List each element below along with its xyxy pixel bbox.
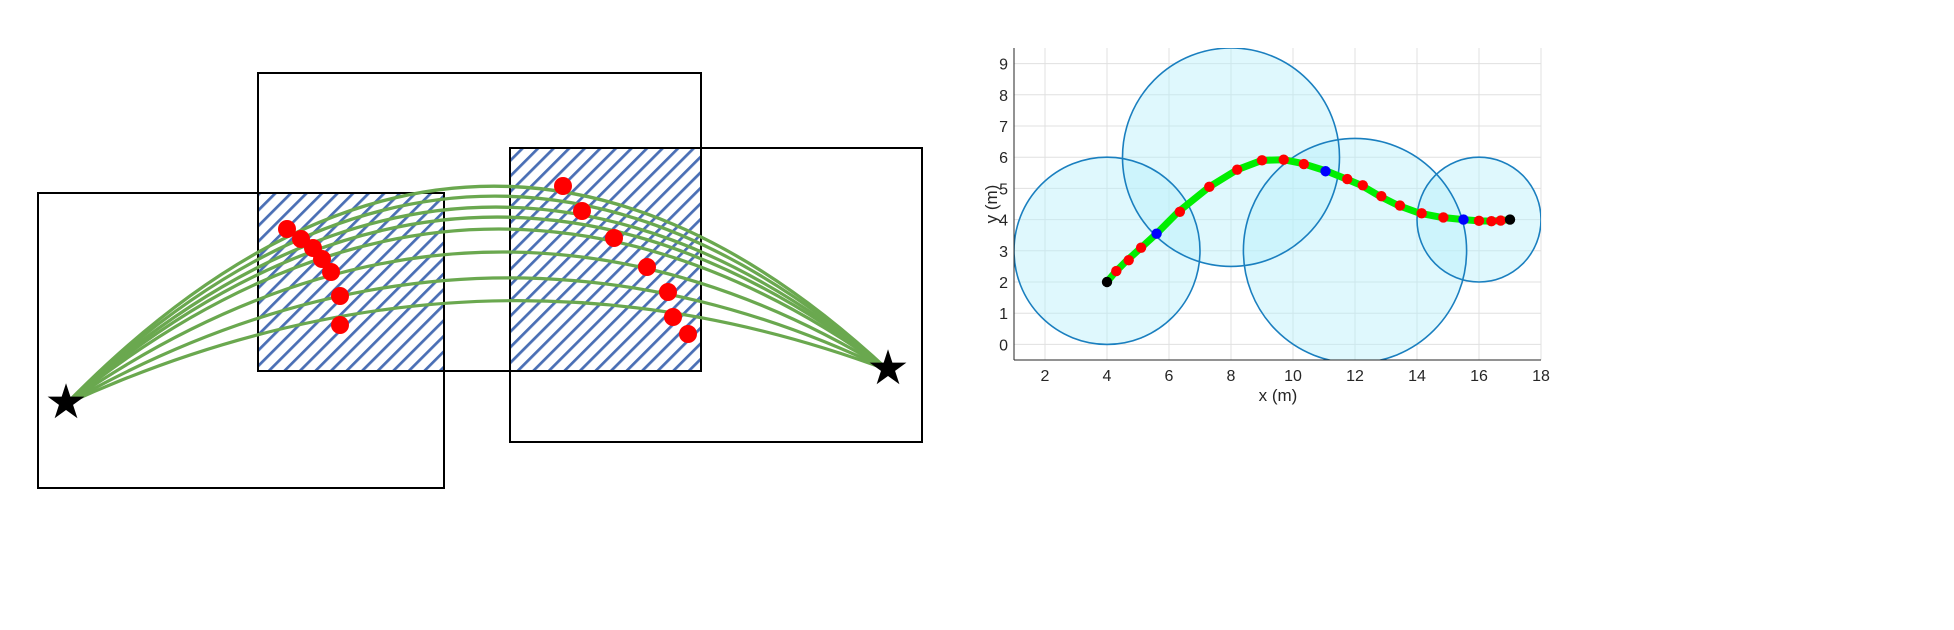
crossing-point [322, 263, 340, 281]
crossing-point [573, 202, 591, 220]
waypoint-marker [1204, 181, 1215, 193]
transition-marker [1458, 214, 1469, 225]
region-box-middle [257, 72, 702, 372]
waypoint-marker [1111, 265, 1122, 277]
crossing-point [278, 220, 296, 238]
y-tick-label: 9 [999, 57, 1008, 74]
crossing-point [659, 283, 677, 301]
x-tick-label: 10 [1284, 368, 1302, 385]
coverage-circle-outline [1014, 156, 1201, 346]
y-tick-label: 7 [999, 119, 1008, 136]
y-tick-label: 8 [999, 88, 1008, 105]
crossing-point [331, 287, 349, 305]
x-tick-label: 12 [1346, 368, 1364, 385]
coverage-circle-outline [1121, 48, 1341, 268]
waypoint-markers [1111, 154, 1506, 277]
crossing-point [638, 258, 656, 276]
coverage-circle-outlines [1014, 48, 1541, 360]
y-tick-label: 0 [999, 337, 1008, 354]
candidate-paths [64, 184, 890, 406]
waypoint-marker [1342, 173, 1353, 185]
crossing-point [554, 177, 572, 195]
crossing-point [605, 229, 623, 247]
y-tick-label: 6 [999, 150, 1008, 167]
waypoint-marker [1486, 215, 1497, 227]
waypoint-marker [1298, 158, 1310, 170]
x-tick-label: 6 [1165, 368, 1174, 385]
candidate-path [64, 205, 890, 406]
y-tick-label: 5 [999, 181, 1008, 198]
waypoint-marker [1495, 215, 1506, 226]
candidate-path [65, 250, 889, 406]
overlap-diagram: ★ ★ [37, 72, 923, 489]
candidate-path [65, 276, 889, 406]
y-tick-label: 2 [999, 275, 1008, 292]
crossing-point [679, 325, 697, 343]
transition-marker [1151, 228, 1162, 239]
x-tick-label: 4 [1103, 368, 1112, 385]
x-tick-labels: 2 4 6 8 10 12 14 16 18 [1041, 368, 1550, 385]
y-axis-label: y (m) [982, 185, 1001, 224]
waypoint-marker [1278, 154, 1289, 165]
crossing-points [278, 177, 697, 343]
waypoint-marker [1416, 208, 1427, 219]
coverage-circle-outline [1416, 156, 1541, 283]
transition-markers [1151, 166, 1469, 239]
waypoint-marker [1174, 206, 1186, 217]
region-box-left [37, 192, 445, 489]
candidate-path [64, 194, 890, 406]
endpoint-markers [1101, 214, 1516, 288]
x-tick-label: 14 [1408, 368, 1426, 385]
waypoint-marker [1357, 180, 1368, 191]
candidate-path [64, 227, 889, 406]
waypoint-marker [1438, 212, 1449, 223]
x-axis-label: x (m) [1259, 386, 1298, 405]
y-tick-label: 4 [999, 213, 1008, 230]
y-tick-label: 3 [999, 244, 1008, 261]
endpoint-marker [1101, 276, 1113, 288]
x-tick-label: 16 [1470, 368, 1488, 385]
waypoint-marker [1394, 200, 1406, 211]
candidate-path [65, 299, 889, 406]
candidate-path [64, 184, 890, 406]
waypoint-marker [1232, 164, 1243, 175]
y-tick-label: 1 [999, 306, 1008, 323]
transition-marker [1320, 166, 1331, 177]
start-star-icon: ★ [44, 376, 87, 429]
waypoint-marker [1473, 215, 1485, 227]
coverage-circle-outline [1242, 137, 1468, 360]
region-box-right [509, 147, 923, 443]
x-tick-label: 2 [1041, 368, 1050, 385]
crossing-point [664, 308, 682, 326]
x-tick-label: 18 [1532, 368, 1550, 385]
waypoint-marker [1135, 242, 1147, 253]
x-tick-label: 8 [1227, 368, 1236, 385]
waypoint-marker [1376, 191, 1387, 202]
coverage-circle [1243, 138, 1467, 360]
endpoint-marker [1504, 214, 1516, 225]
y-tick-labels: 0 1 2 3 4 5 6 7 8 9 [999, 57, 1008, 355]
crossing-point [331, 316, 349, 334]
candidate-path [64, 215, 889, 406]
waypoint-marker [1256, 155, 1268, 166]
waypoint-marker [1123, 254, 1134, 266]
coverage-circle [1014, 157, 1200, 345]
goal-star-icon: ★ [866, 342, 909, 395]
crossing-point [313, 250, 331, 268]
